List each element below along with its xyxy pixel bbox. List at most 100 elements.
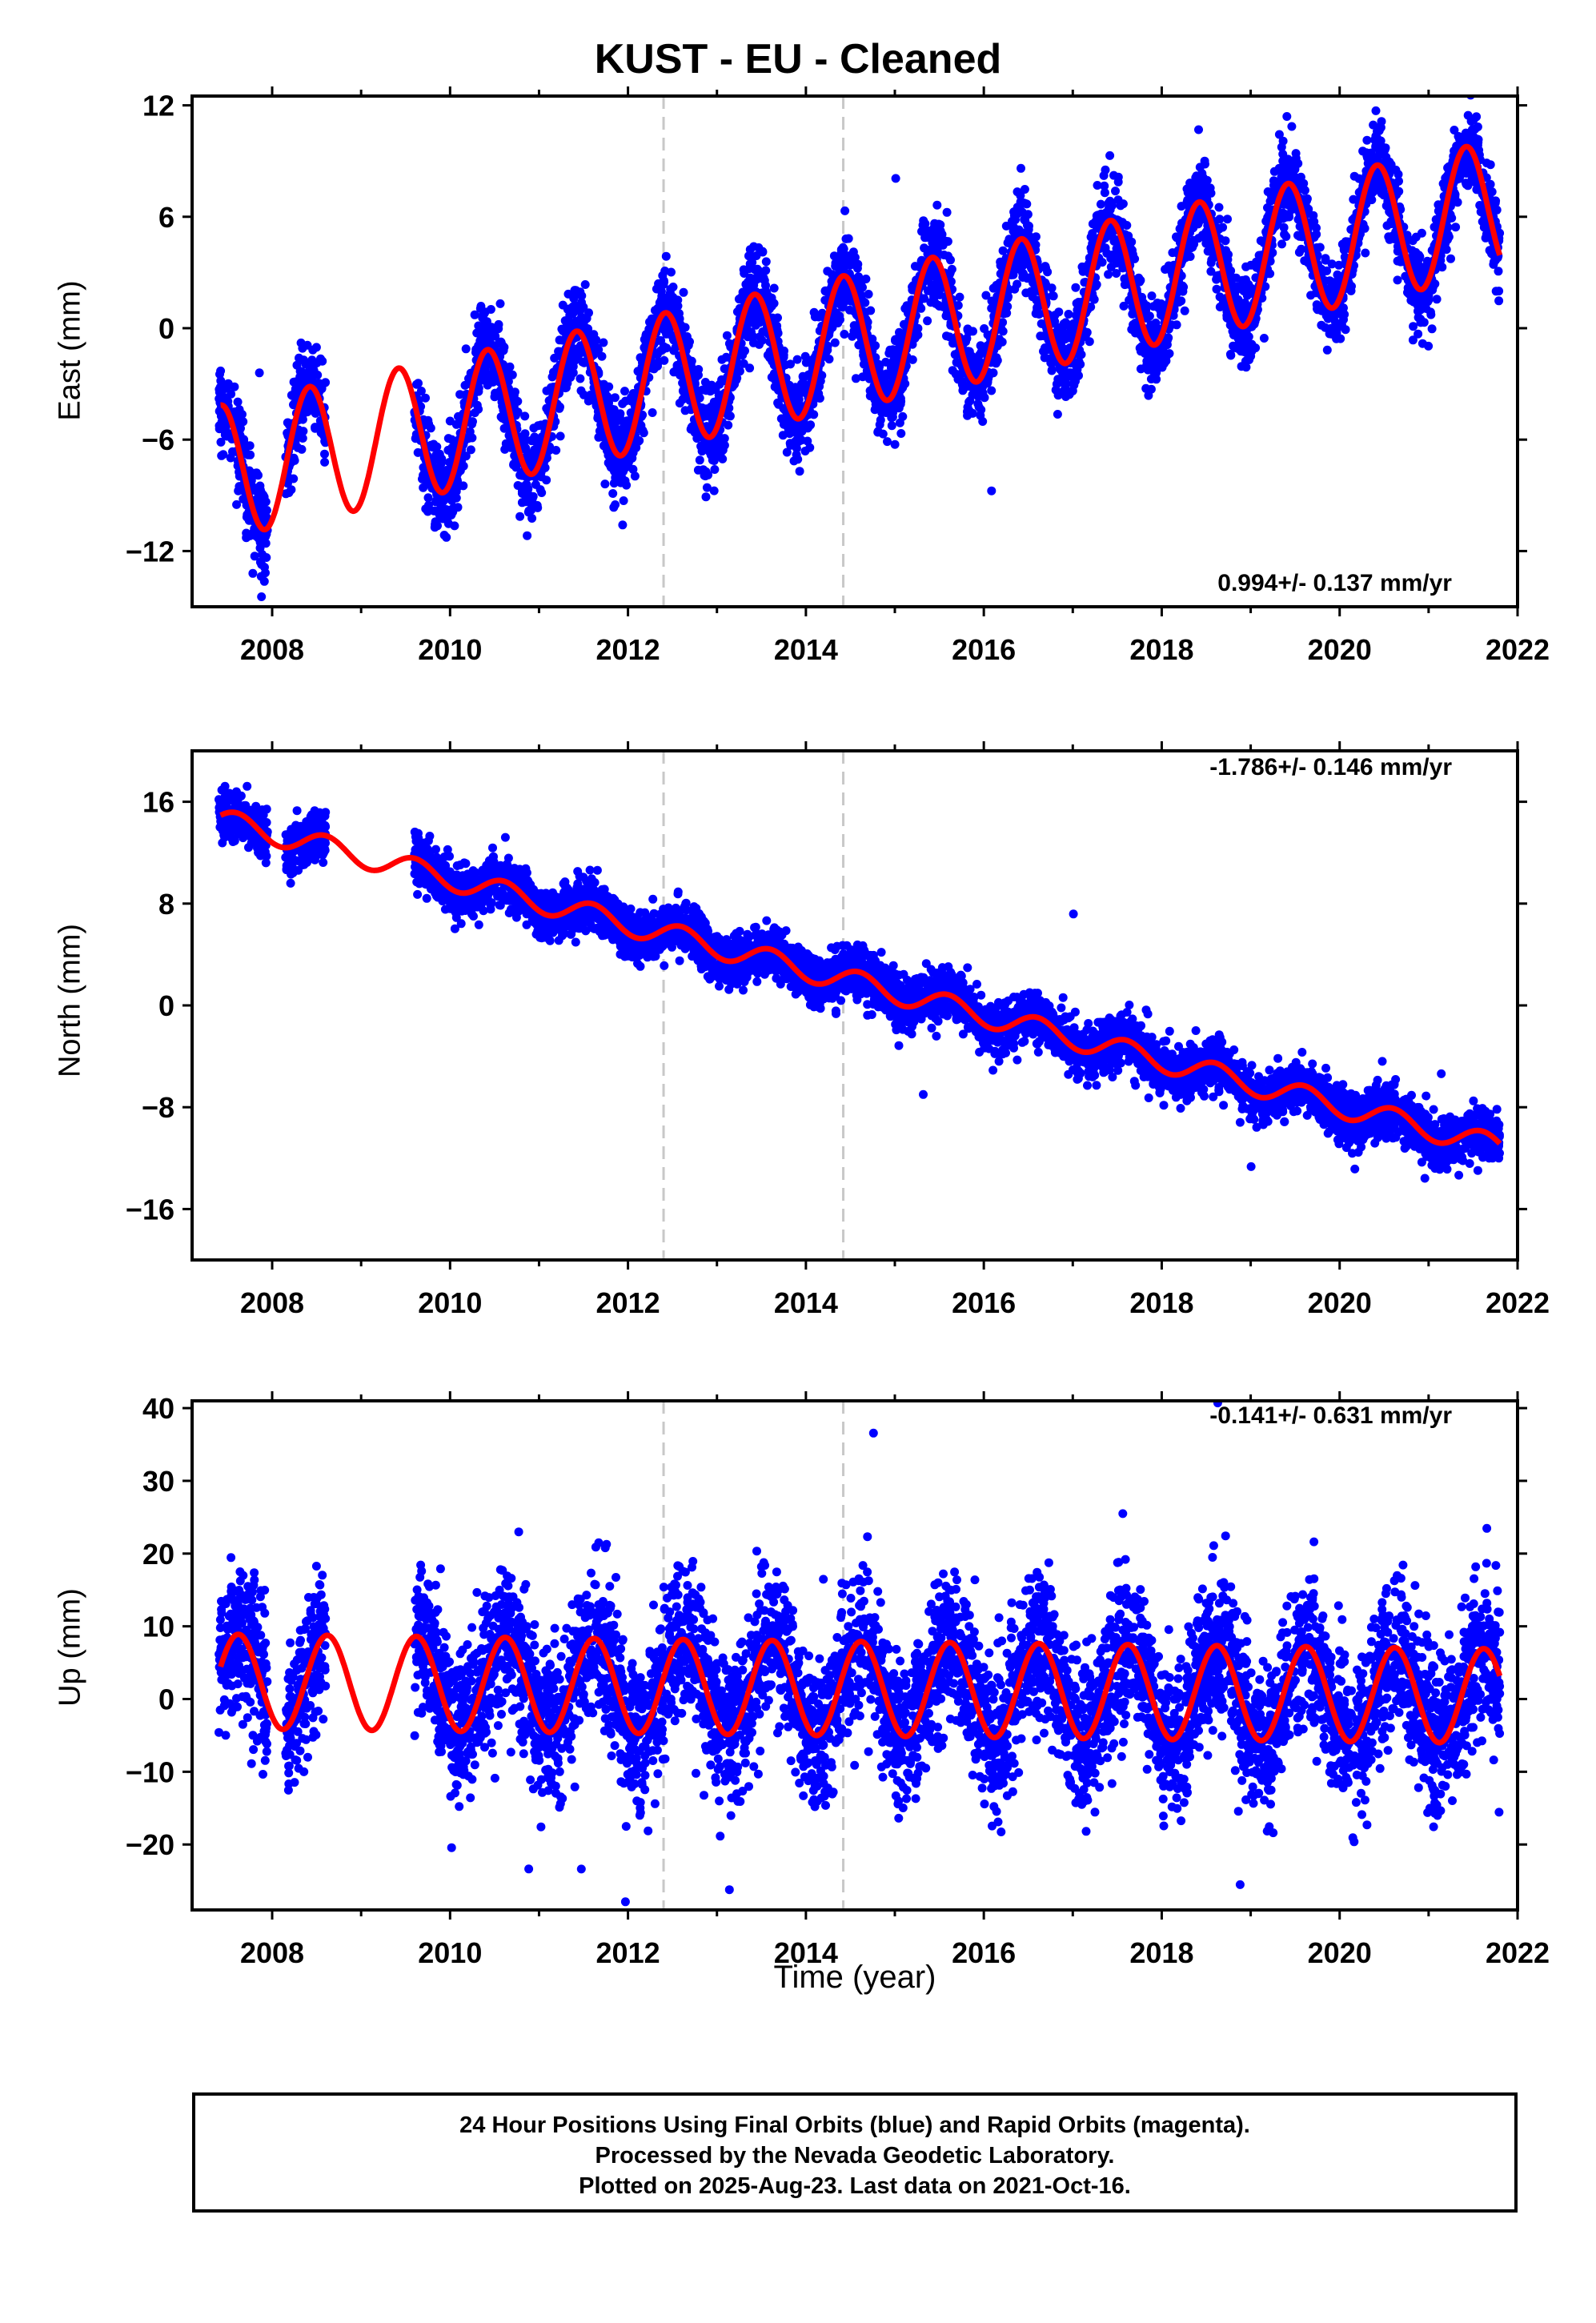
east-observations	[215, 96, 1505, 601]
east-observation	[948, 366, 957, 375]
east-observation	[1053, 410, 1062, 419]
east-observation	[443, 511, 452, 520]
east-observation	[1152, 375, 1161, 384]
east-observation	[860, 298, 870, 307]
east-observation	[1194, 125, 1203, 134]
east-observation	[1241, 275, 1250, 284]
east-observation	[1358, 146, 1368, 156]
east-observation	[1127, 237, 1137, 247]
east-observation	[472, 400, 482, 410]
east-observation	[876, 415, 885, 425]
east-observation	[1491, 287, 1501, 296]
east-observation	[1494, 296, 1504, 306]
east-observation	[1049, 291, 1058, 301]
east-observation	[1309, 211, 1318, 220]
east-observation	[1113, 172, 1123, 182]
east-observation	[520, 411, 530, 421]
east-observation	[1371, 106, 1381, 115]
east-observation	[445, 458, 454, 467]
east-observation	[1104, 270, 1113, 279]
east-observation	[998, 246, 1008, 255]
east-observation	[486, 305, 495, 314]
east-observation	[988, 283, 998, 293]
east-observation	[1277, 142, 1286, 152]
east-observation	[499, 423, 509, 433]
east-observation	[580, 280, 590, 289]
east-observation	[1221, 236, 1230, 246]
east-observation	[216, 437, 226, 447]
east-observation	[1393, 275, 1402, 285]
east-observation	[895, 418, 904, 427]
east-observation	[741, 279, 751, 289]
east-observation	[248, 568, 258, 578]
east-observation	[255, 481, 265, 491]
east-observation	[852, 263, 862, 273]
east-observation	[1063, 386, 1073, 395]
east-observation	[555, 335, 564, 345]
east-observation	[215, 387, 224, 397]
east-observation	[854, 272, 864, 282]
east-observation	[752, 273, 760, 283]
east-observation	[283, 418, 292, 427]
east-observation	[568, 368, 578, 378]
east-observation	[246, 450, 255, 459]
east-observation	[1282, 112, 1292, 121]
east-observation	[227, 389, 236, 399]
east-observation	[877, 407, 886, 416]
east-observation	[1263, 203, 1272, 212]
east-observation	[466, 445, 475, 455]
east-observation	[923, 316, 932, 326]
east-observation	[773, 398, 783, 407]
east-observation	[887, 421, 896, 431]
east-observation	[1064, 310, 1073, 319]
east-observation	[1391, 165, 1401, 175]
east-observation	[320, 449, 329, 459]
east-observation	[239, 495, 248, 504]
east-observation	[810, 312, 820, 322]
east-observation	[1180, 306, 1189, 315]
east-observation	[717, 355, 727, 364]
east-observation	[709, 486, 719, 495]
east-observation	[1370, 135, 1379, 145]
east-observation	[695, 455, 704, 465]
east-observation	[1482, 173, 1491, 183]
east-observation	[838, 243, 848, 252]
east-observation	[557, 324, 567, 334]
east-observation	[1337, 307, 1347, 317]
east-observation	[316, 380, 326, 390]
figure-title: KUST - EU - Cleaned	[594, 36, 1002, 82]
east-observation	[701, 492, 711, 502]
east-observation	[575, 315, 585, 324]
east-observation	[981, 291, 991, 300]
east-observation	[1053, 391, 1063, 400]
east-observation	[461, 344, 471, 354]
east-observation	[495, 299, 505, 308]
east-observation	[950, 350, 960, 359]
east-observation	[955, 292, 964, 302]
east-observation	[1291, 149, 1301, 158]
east-observation	[574, 351, 583, 359]
east-observation	[309, 369, 319, 379]
east-observation	[281, 489, 291, 499]
east-observation	[1259, 334, 1269, 343]
east-observation	[610, 393, 620, 403]
east-observation	[1312, 300, 1321, 310]
east-observation	[1201, 159, 1209, 169]
east-observation	[701, 467, 711, 476]
east-observation	[987, 486, 996, 495]
east-observation	[1409, 322, 1418, 331]
east-observation	[293, 443, 303, 452]
east-observation	[502, 442, 511, 451]
east-observation	[679, 287, 688, 297]
east-observation	[259, 495, 268, 504]
east-observation	[831, 259, 840, 268]
east-observation	[1317, 320, 1326, 330]
east-observation	[748, 338, 758, 347]
east-observation	[439, 531, 449, 540]
east-observation	[1377, 117, 1386, 126]
east-observation	[1327, 259, 1337, 269]
east-observation	[1105, 150, 1115, 160]
east-observation	[1274, 130, 1284, 139]
east-observation	[1394, 176, 1403, 186]
east-observation	[1097, 258, 1107, 267]
